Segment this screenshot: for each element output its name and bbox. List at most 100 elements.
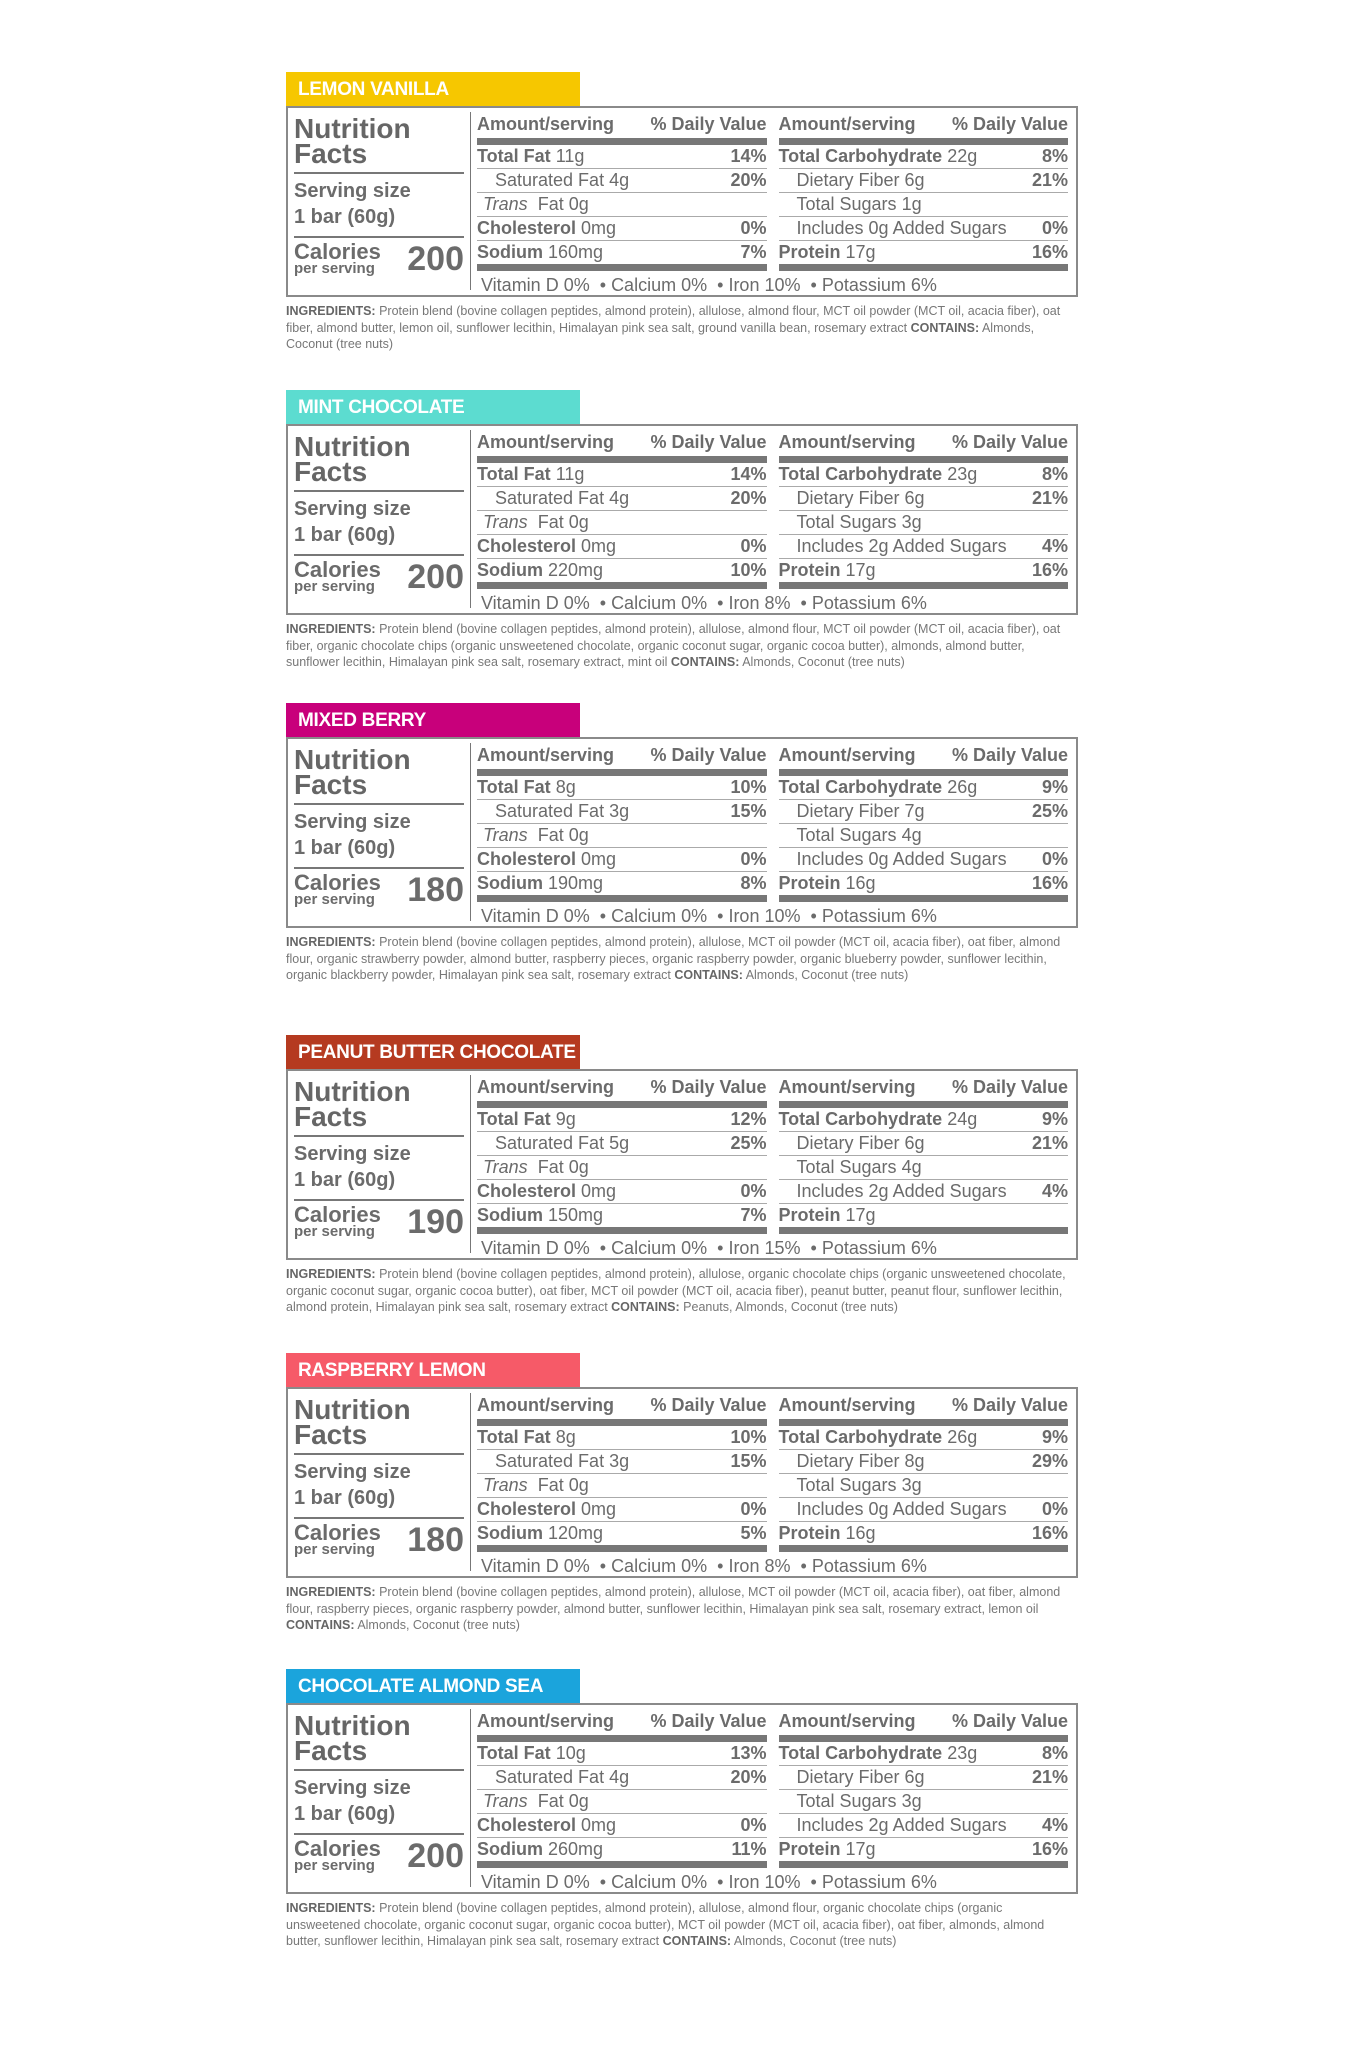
amount-serving-header: Amount/serving: [778, 745, 916, 765]
dietary-fiber-row: Dietary Fiber 8g 29%: [778, 1450, 1068, 1474]
vitamin-mineral-value: Calcium 0%: [611, 906, 708, 926]
total-carbohydrate-row-dv: 8%: [1041, 464, 1068, 484]
contains-label: CONTAINS:: [910, 320, 980, 335]
saturated-fat-row-dv: 15%: [730, 1451, 767, 1471]
vitamin-mineral-value: Calcium 0%: [611, 593, 708, 613]
total-carbohydrate-row: Total Carbohydrate 23g 8%: [778, 463, 1068, 487]
nutrient-label: Fat: [537, 825, 564, 845]
title-line-2: Facts: [294, 138, 368, 169]
trans-fat-row-amount: 0g: [568, 1791, 589, 1811]
vitamin-mineral-value: Vitamin D 0%: [481, 1238, 590, 1258]
calories: Calories per serving 180: [294, 1519, 464, 1558]
saturated-fat-row: Saturated Fat 4g 20%: [477, 1766, 767, 1790]
total-carbohydrate-row: Total Carbohydrate 26g 9%: [778, 776, 1068, 800]
nutrient-label: Fat: [537, 512, 564, 532]
allergens-list: Almonds, Coconut (tree nuts): [357, 1618, 520, 1632]
nutrient-label: Saturated Fat: [495, 801, 605, 821]
total-fat-row-dv: 14%: [730, 146, 767, 166]
total-sugars-row: Total Sugars 4g: [778, 1156, 1068, 1180]
total-carbohydrate-row-amount: 26g: [947, 777, 978, 797]
dietary-fiber-row-dv: 21%: [1031, 1767, 1068, 1787]
nutrition-facts-box: Nutrition Facts Serving size 1 bar (60g) C…: [286, 737, 1078, 928]
nutrition-summary: Nutrition Facts Serving size 1 bar (60g) C…: [294, 1709, 471, 1887]
vitamins-minerals: Vitamin D 0% • Calcium 0% • Iron 8% • Po…: [477, 1552, 1068, 1580]
title-line-2: Facts: [294, 456, 368, 487]
per-serving-label: per serving: [294, 1223, 375, 1240]
nutrient-column-right: Amount/serving % Daily Value Total Carboh…: [778, 1709, 1068, 1868]
sodium-row-amount: 260mg: [548, 1839, 604, 1859]
title-line-1: Nutrition: [294, 113, 411, 144]
contains-label: CONTAINS:: [286, 1618, 355, 1632]
added-sugars-row-dv: 0%: [1041, 218, 1068, 238]
nutrient-label: Saturated Fat: [495, 1767, 605, 1787]
sodium-row: Sodium 260mg 11%: [477, 1838, 767, 1868]
nutrition-summary: Nutrition Facts Serving size 1 bar (60g) C…: [294, 112, 471, 290]
calories-label: Calories: [294, 557, 381, 582]
calories-label: Calories: [294, 1836, 381, 1861]
nutrient-label: Protein: [778, 1839, 841, 1859]
sodium-row-dv: 11%: [731, 1839, 767, 1859]
vitamin-mineral-value: Iron 10%: [728, 275, 801, 295]
vitamin-mineral-value: Vitamin D 0%: [481, 1872, 590, 1892]
cholesterol-row-dv: 0%: [740, 1181, 767, 1201]
nutrient-label: Trans: [483, 1791, 528, 1811]
trans-fat-row: Trans Fat 0g: [477, 511, 767, 535]
title-line-1: Nutrition: [294, 1394, 411, 1425]
saturated-fat-row-dv: 20%: [730, 1767, 767, 1787]
bullet-separator: •: [717, 593, 724, 613]
nutrient-label: Total Fat: [477, 146, 551, 166]
daily-value-header: % Daily Value: [650, 432, 767, 452]
trans-fat-row: Trans Fat 0g: [477, 824, 767, 848]
ingredients-label: INGREDIENTS:: [286, 304, 376, 318]
nutrient-column-left: Amount/serving % Daily Value Total Fat 11…: [477, 112, 767, 271]
nutrient-label: Protein: [778, 1205, 841, 1225]
saturated-fat-row-dv: 20%: [730, 488, 767, 508]
sodium-row-dv: 5%: [740, 1523, 767, 1543]
dietary-fiber-row-dv: 21%: [1031, 488, 1068, 508]
sodium-row-amount: 150mg: [548, 1205, 604, 1225]
saturated-fat-row: Saturated Fat 4g 20%: [477, 487, 767, 511]
nutrient-label: Total Carbohydrate: [778, 1743, 943, 1763]
nutrient-column-left: Amount/serving % Daily Value Total Fat 9g…: [477, 1075, 767, 1234]
ingredients-text: INGREDIENTS: Protein blend (bovine colla…: [286, 303, 1078, 353]
column-header: Amount/serving % Daily Value: [477, 112, 767, 145]
nutrient-label: Cholesterol: [477, 536, 577, 556]
bullet-separator: •: [800, 1556, 807, 1576]
trans-fat-row: Trans Fat 0g: [477, 1790, 767, 1814]
vitamins-minerals: Vitamin D 0% • Calcium 0% • Iron 15% • P…: [477, 1234, 1068, 1262]
nutrition-facts-box: Nutrition Facts Serving size 1 bar (60g) C…: [286, 1387, 1078, 1578]
ingredients-label: INGREDIENTS:: [286, 935, 376, 949]
added-sugars-row-dv: 4%: [1041, 1815, 1068, 1835]
flavor-tab: LEMON VANILLA: [286, 72, 580, 106]
added-sugars-row-dv: 0%: [1041, 1499, 1068, 1519]
protein-row-amount: 17g: [845, 560, 876, 580]
protein-row-dv: 16%: [1031, 873, 1068, 893]
serving-size-label: Serving size: [294, 1461, 411, 1483]
saturated-fat-row: Saturated Fat 4g 20%: [477, 169, 767, 193]
calories-label: Calories: [294, 870, 381, 895]
nutrient-label: Total Carbohydrate: [778, 464, 943, 484]
saturated-fat-row-amount: 5g: [609, 1133, 630, 1153]
per-serving-label: per serving: [294, 578, 375, 595]
calories: Calories per serving 200: [294, 238, 464, 277]
trans-fat-row-amount: 0g: [568, 1157, 589, 1177]
total-fat-row-amount: 9g: [555, 1109, 576, 1129]
amount-serving-header: Amount/serving: [778, 1077, 916, 1097]
total-fat-row-amount: 11g: [555, 464, 585, 484]
dietary-fiber-row-amount: 7g: [904, 801, 925, 821]
protein-row-amount: 17g: [845, 1839, 876, 1859]
nutrient-label: Dietary Fiber: [796, 488, 900, 508]
serving-size-label: Serving size: [294, 180, 411, 202]
calories-label: Calories: [294, 239, 381, 264]
flavor-tab: RASPBERRY LEMON: [286, 1353, 580, 1387]
serving-size: Serving size 1 bar (60g): [294, 1455, 464, 1519]
dietary-fiber-row: Dietary Fiber 7g 25%: [778, 800, 1068, 824]
total-carbohydrate-row-dv: 8%: [1041, 1743, 1068, 1763]
protein-row-dv: 16%: [1031, 1523, 1068, 1543]
total-sugars-row-amount: 1g: [901, 194, 922, 214]
total-carbohydrate-row: Total Carbohydrate 24g 9%: [778, 1108, 1068, 1132]
serving-size-value: 1 bar (60g): [294, 206, 396, 228]
cholesterol-row-amount: 0mg: [581, 1181, 617, 1201]
bullet-separator: •: [717, 906, 724, 926]
cholesterol-row-dv: 0%: [740, 536, 767, 556]
